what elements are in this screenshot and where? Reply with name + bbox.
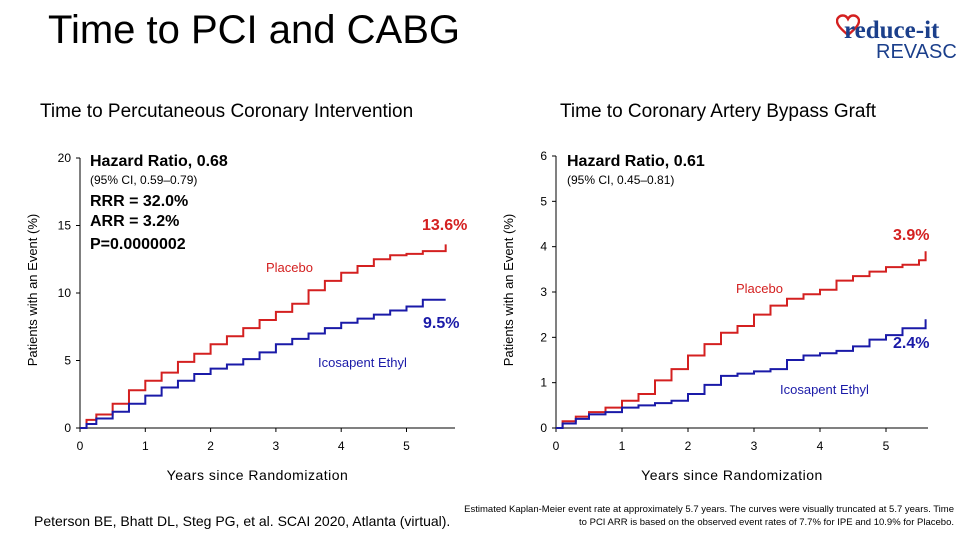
x-tick-label: 1 xyxy=(142,439,149,453)
x-tick-label: 3 xyxy=(273,439,280,453)
citation: Peterson BE, Bhatt DL, Steg PG, et al. S… xyxy=(34,513,451,529)
slide-title: Time to PCI and CABG xyxy=(48,8,460,52)
y-tick-label: 3 xyxy=(540,285,547,299)
x-tick-label: 0 xyxy=(553,439,560,453)
y-tick-label: 15 xyxy=(58,219,72,233)
icosapent-series-line xyxy=(556,319,927,429)
annotation-ipe-end: 9.5% xyxy=(423,315,459,332)
annotation-rrr: RRR = 32.0% xyxy=(90,193,188,210)
placebo-series-line xyxy=(556,251,927,429)
y-tick-label: 5 xyxy=(540,194,547,208)
y-tick-label: 20 xyxy=(58,151,72,165)
icosapent-series-label: Icosapent Ethyl xyxy=(780,382,869,397)
x-tick-label: 0 xyxy=(77,439,84,453)
y-tick-label: 0 xyxy=(540,421,547,435)
annotation-ipe-end: 2.4% xyxy=(893,335,929,352)
annotation-p: P=0.0000002 xyxy=(90,236,186,253)
y-axis-label: Patients with an Event (%) xyxy=(501,214,516,366)
x-tick-label: 5 xyxy=(883,439,890,453)
placebo-series-label: Placebo xyxy=(266,260,313,275)
y-tick-label: 1 xyxy=(540,376,547,390)
x-axis-label: Years since Randomization xyxy=(167,467,349,483)
icosapent-series-line xyxy=(80,298,446,429)
cabg-chart-title: Time to Coronary Artery Bypass Graft xyxy=(560,101,877,122)
annotation-ci: (95% CI, 0.45–0.81) xyxy=(567,173,674,187)
reduce-it-logo: reduce-it REVASC xyxy=(836,14,957,64)
annotation-hr: Hazard Ratio, 0.68 xyxy=(90,153,228,170)
placebo-series-label: Placebo xyxy=(736,281,783,296)
x-tick-label: 2 xyxy=(685,439,692,453)
y-tick-label: 6 xyxy=(540,149,547,163)
pci-chart: 0 5 10 15 20 0 1 2 3 4 5 Years since Randomization P… xyxy=(25,151,467,483)
y-tick-label: 5 xyxy=(64,354,71,368)
icosapent-series-label: Icosapent Ethyl xyxy=(318,355,407,370)
annotation-ci: (95% CI, 0.59–0.79) xyxy=(90,173,197,187)
heart-icon xyxy=(836,14,860,37)
annotation-arr: ARR = 3.2% xyxy=(90,213,179,230)
x-tick-label: 2 xyxy=(207,439,214,453)
annotation-placebo-end: 13.6% xyxy=(422,217,467,234)
x-tick-label: 5 xyxy=(403,439,410,453)
annotation-hr: Hazard Ratio, 0.61 xyxy=(567,153,705,170)
annotation-placebo-end: 3.9% xyxy=(893,227,929,244)
x-tick-label: 3 xyxy=(751,439,758,453)
y-axis-label: Patients with an Event (%) xyxy=(25,214,40,366)
placebo-series-line xyxy=(80,244,447,429)
logo-text-bottom: REVASC xyxy=(876,41,957,63)
footnote: Estimated Kaplan-Meier event rate at app… xyxy=(464,504,954,528)
y-tick-label: 0 xyxy=(64,421,71,435)
x-tick-label: 1 xyxy=(619,439,626,453)
y-tick-label: 2 xyxy=(540,330,547,344)
x-tick-label: 4 xyxy=(817,439,824,453)
cabg-chart: 0 1 2 3 4 5 6 0 1 2 3 4 5 Years since Randomization Pa… xyxy=(501,149,929,483)
logo-text-top: reduce-it xyxy=(844,17,940,44)
y-tick-label: 4 xyxy=(540,240,547,254)
pci-chart-title: Time to Percutaneous Coronary Interventi… xyxy=(40,101,414,122)
x-tick-label: 4 xyxy=(338,439,345,453)
y-tick-label: 10 xyxy=(58,286,72,300)
x-axis-label: Years since Randomization xyxy=(641,467,823,483)
